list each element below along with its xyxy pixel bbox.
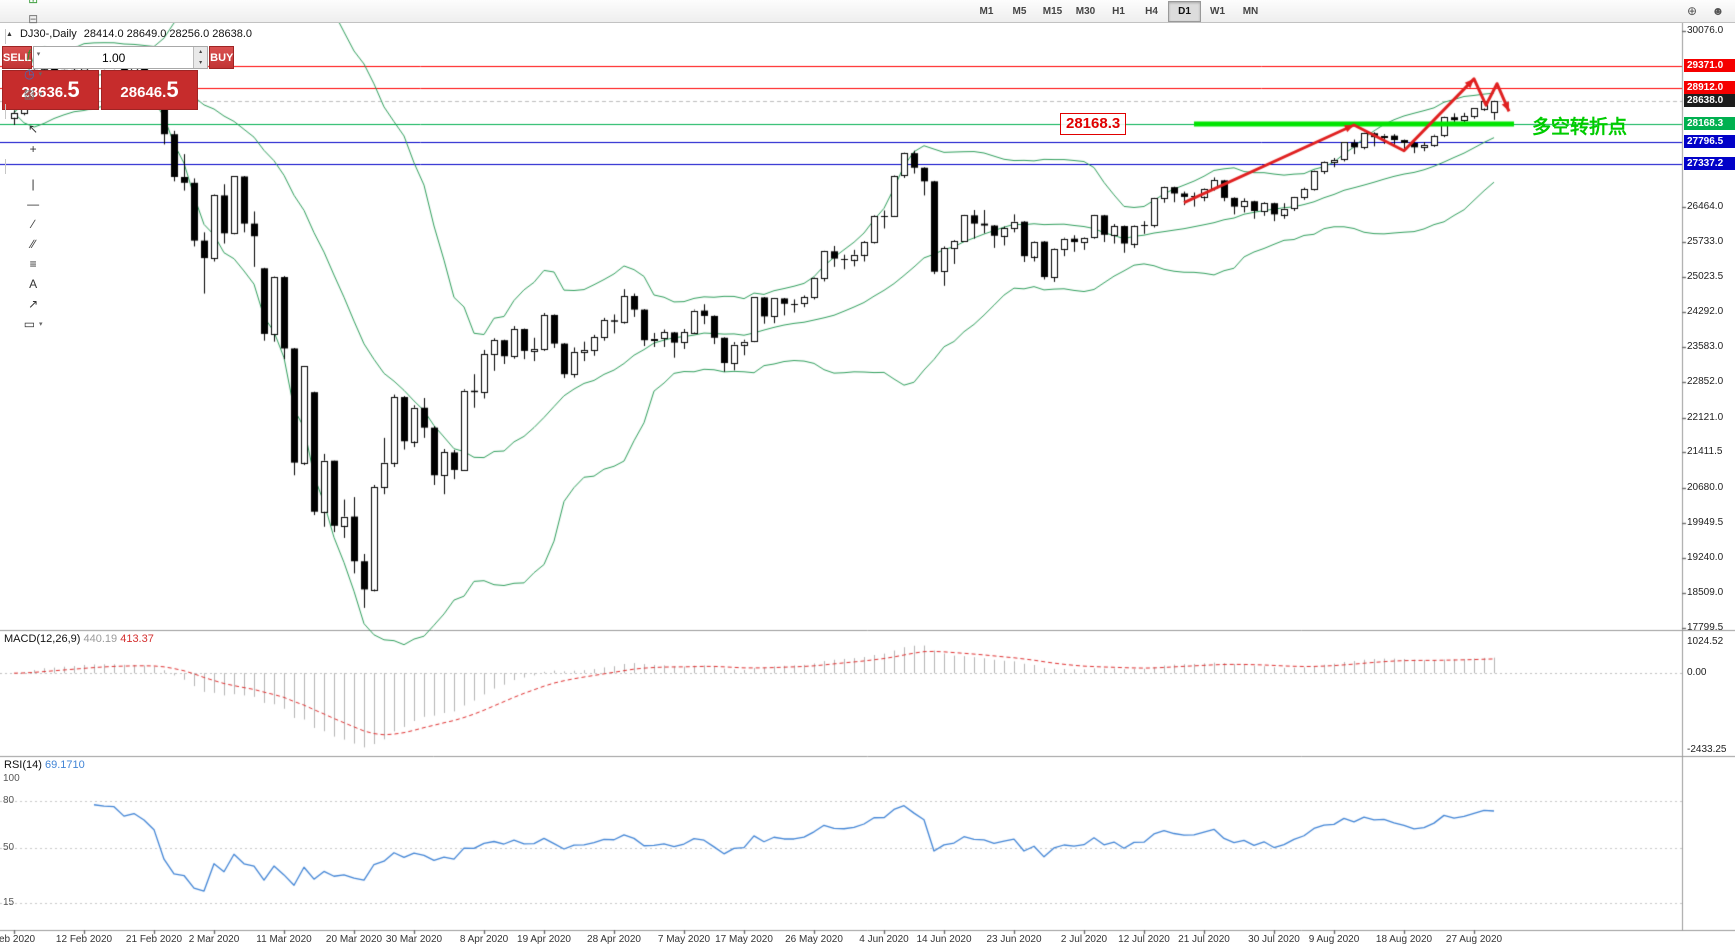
horizontal-line-icon: — — [27, 196, 40, 211]
community-icon: ☻ — [1711, 4, 1725, 18]
timeframe-mn-button[interactable]: MN — [1242, 6, 1259, 17]
vertical-line-icon: | — [31, 176, 35, 191]
one-click-trading-panel: SELL ▴ ▾ BUY 28636. 5 28646. 5 — [2, 46, 235, 110]
toolbar-separator — [5, 28, 6, 44]
tile-windows-button[interactable]: ⊞ — [2, 0, 64, 9]
timeframe-m1-button[interactable]: M1 — [979, 6, 994, 17]
toolbar: ⊞▦▾▤新订单◆◧◉▶自动交易∥◫≈⊕⊖⊞⊟ƒ▾◷▾▨▾↖+|—∕∕∕≡A↗▭▾… — [0, 0, 1735, 330]
dropdown-caret-icon: ▾ — [39, 90, 43, 98]
volume-input[interactable] — [34, 47, 194, 68]
buy-price-pips: 5 — [166, 77, 179, 102]
equidistant-channel-icon: ∕∕ — [31, 236, 36, 251]
dropdown-caret-icon: ▾ — [36, 50, 41, 58]
timeframe-m5-button[interactable]: M5 — [1012, 6, 1027, 17]
sell-price-tile[interactable]: 28636. 5 — [2, 70, 99, 110]
tile-windows-icon: ⊞ — [28, 0, 38, 5]
crosshair-icon: + — [29, 141, 37, 156]
toolbar-separator — [5, 158, 6, 174]
arrows-icon: ↗ — [28, 296, 39, 311]
trendline-icon: ∕ — [32, 216, 35, 231]
indicators-button[interactable]: ƒ ▾ — [2, 44, 64, 64]
periods-icon: ◷ — [24, 66, 35, 81]
arrows-button[interactable]: ↗ — [2, 294, 64, 314]
toolbar-separator — [5, 103, 6, 119]
equidistant-channel-button[interactable]: ∕∕ — [2, 234, 64, 254]
timeframe-h1-button[interactable]: H1 — [1112, 6, 1125, 17]
fibonacci-icon: ≡ — [29, 256, 37, 271]
timeframe-m30-button[interactable]: M30 — [1075, 6, 1096, 17]
templates-button[interactable]: ▨ ▾ — [2, 84, 64, 104]
shapes-icon: ▭ — [23, 316, 36, 331]
timeframe-group: M1 M5 M15 M30 H1 H4 D1 W1 MN — [970, 1, 1267, 22]
text-button[interactable]: A — [2, 274, 64, 294]
timeframe-m15-button[interactable]: M15 — [1042, 6, 1063, 17]
timeframe-w1-button[interactable]: W1 — [1210, 6, 1225, 17]
toolbar-left-group: ⊞▦▾▤新订单◆◧◉▶自动交易∥◫≈⊕⊖⊞⊟ƒ▾◷▾▨▾↖+|—∕∕∕≡A↗▭▾ — [2, 0, 64, 334]
arrange-windows-icon: ⊟ — [28, 11, 39, 26]
buy-button[interactable]: BUY — [209, 46, 235, 69]
sell-price: 28636. — [21, 84, 68, 101]
search-icon: ⊕ — [1686, 4, 1698, 18]
community-button[interactable]: ☻ — [1705, 1, 1731, 21]
toolbar-right-group: ⊕ ☻ — [1679, 1, 1731, 21]
horizontal-line-button[interactable]: — — [2, 194, 64, 214]
timeframe-h4-button[interactable]: H4 — [1145, 6, 1158, 17]
trendline-button[interactable]: ∕ — [2, 214, 64, 234]
arrange-windows-button[interactable]: ⊟ — [2, 9, 64, 29]
collapse-arrow-icon[interactable]: ▲ — [6, 30, 13, 38]
volume-down-icon[interactable]: ▾ — [194, 57, 208, 68]
buy-price-tile[interactable]: 28646. 5 — [101, 70, 198, 110]
text-icon: A — [29, 276, 38, 291]
search-button[interactable]: ⊕ — [1679, 1, 1705, 21]
dropdown-caret-icon: ▾ — [39, 320, 43, 328]
templates-icon: ▨ — [23, 86, 36, 101]
timeframe-d1-button[interactable]: D1 — [1168, 1, 1201, 22]
periods-button[interactable]: ◷ ▾ — [2, 64, 64, 84]
sell-price-pips: 5 — [67, 77, 80, 102]
trade-prices-row: 28636. 5 28646. 5 — [2, 70, 198, 110]
vertical-line-button[interactable]: | — [2, 174, 64, 194]
crosshair-button[interactable]: + — [2, 139, 64, 159]
cursor-button[interactable]: ↖ — [2, 119, 64, 139]
volume-spinner: ▴ ▾ — [193, 47, 208, 68]
volume-up-icon[interactable]: ▴ — [194, 47, 208, 58]
cursor-icon: ↖ — [28, 121, 39, 136]
buy-price: 28646. — [120, 84, 167, 101]
indicators-icon: ƒ — [26, 46, 33, 61]
fibonacci-button[interactable]: ≡ — [2, 254, 64, 274]
shapes-button[interactable]: ▭ ▾ — [2, 314, 64, 334]
dropdown-caret-icon: ▾ — [38, 70, 43, 78]
support-level-label[interactable]: 28168.3 — [1060, 113, 1127, 135]
sell-button[interactable]: SELL — [2, 46, 33, 69]
